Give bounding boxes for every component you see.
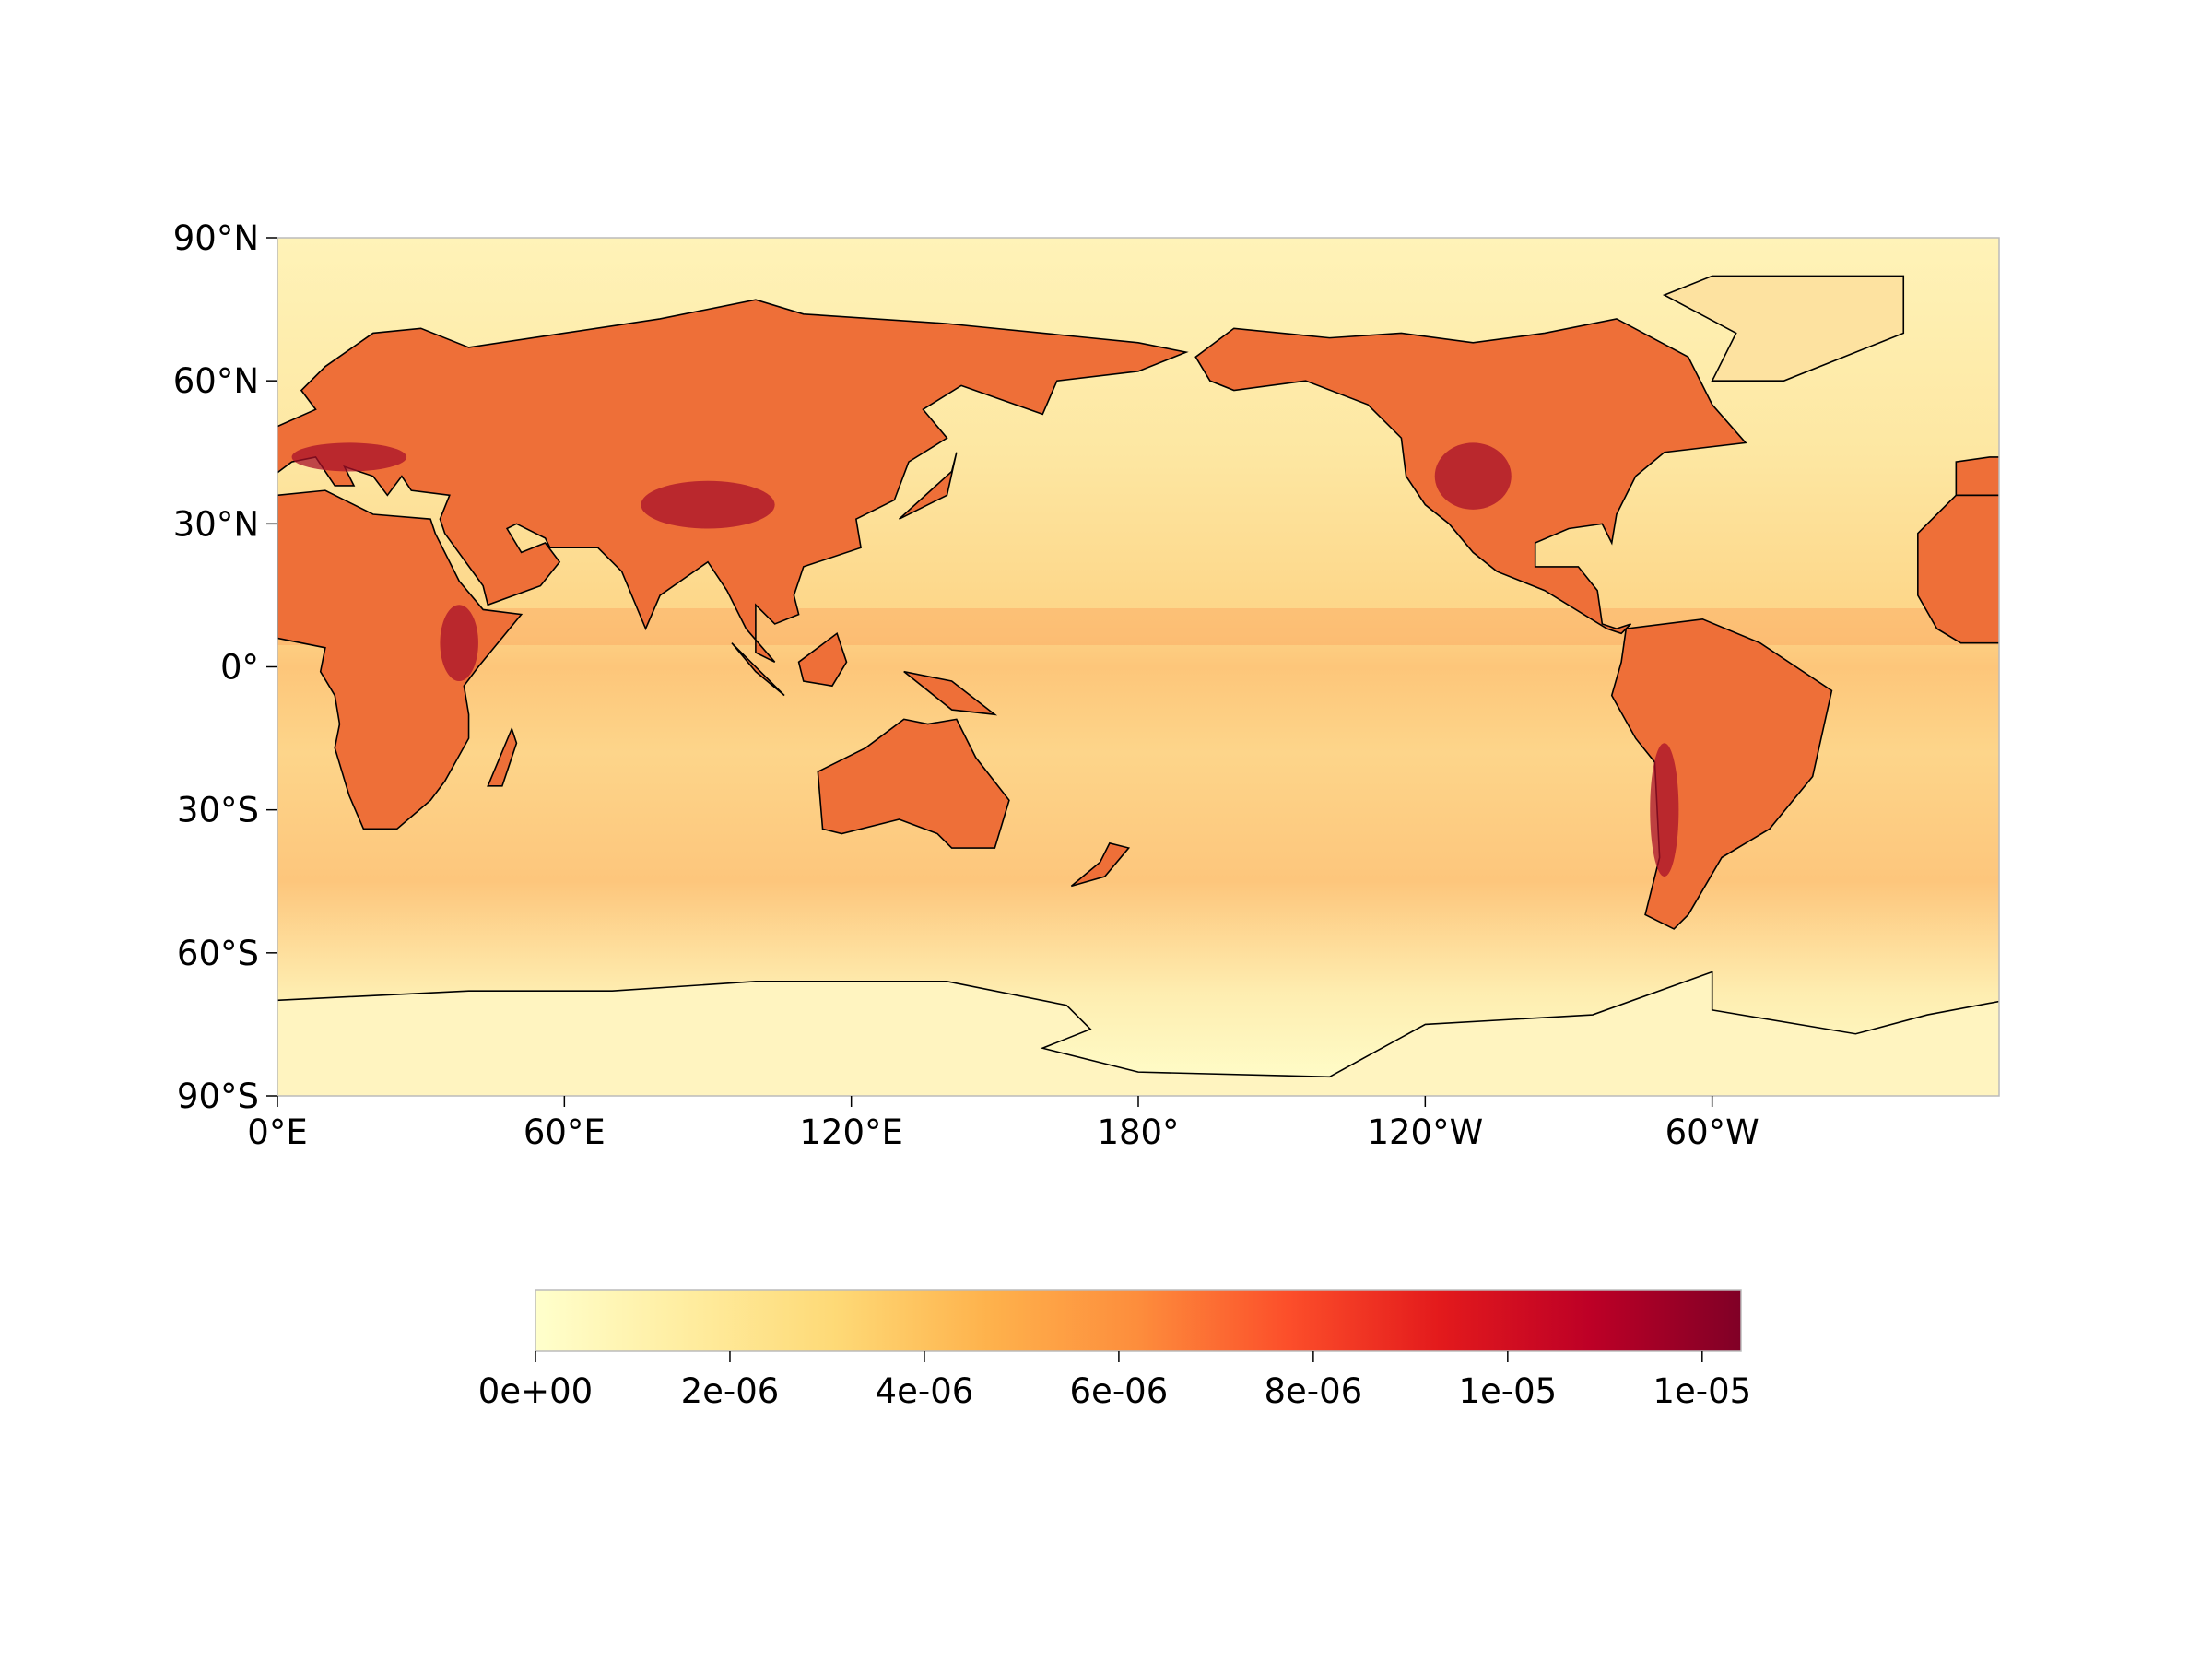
land <box>277 276 1999 1096</box>
x-tick-label: 180° <box>1097 1112 1179 1152</box>
x-tick-label: 120°W <box>1367 1112 1483 1152</box>
colorbar-tick-label: 0e+00 <box>478 1371 593 1411</box>
hotspot <box>1434 442 1512 510</box>
hotspot <box>291 442 407 472</box>
greenland <box>1665 276 1903 381</box>
hotspot <box>440 605 478 682</box>
borneo <box>799 633 847 686</box>
colorbar-tick-label: 2e-06 <box>681 1371 780 1411</box>
colorbar-tick-label: 1e-05 <box>1458 1371 1557 1411</box>
x-tick-label: 120°E <box>799 1112 903 1152</box>
new-zealand <box>1071 843 1128 887</box>
colorbar-tick-label: 6e-06 <box>1070 1371 1169 1411</box>
y-tick-label: 60°N <box>173 361 259 401</box>
eurasia <box>277 300 1186 662</box>
colorbar-tick-label: 8e-06 <box>1264 1371 1362 1411</box>
west-africa <box>1918 495 1999 642</box>
y-tick-label: 30°N <box>173 504 259 544</box>
y-tick-label: 90°S <box>177 1077 259 1116</box>
colorbar <box>535 1290 1741 1351</box>
colorbar-tick-label: 1e-05 <box>1653 1371 1751 1411</box>
y-tick-label: 0° <box>220 648 259 688</box>
australia <box>818 719 1009 848</box>
y-tick-label: 60°S <box>177 934 259 973</box>
hotspot <box>641 480 775 529</box>
iberia <box>1956 457 1999 495</box>
x-tick-label: 60°W <box>1665 1112 1759 1152</box>
y-tick-label: 30°S <box>177 791 259 830</box>
sumatra <box>732 643 784 696</box>
japan <box>900 453 957 519</box>
antarctica <box>277 972 1999 1096</box>
africa <box>277 490 522 829</box>
hotspot <box>1650 743 1679 877</box>
colorbar-tick-label: 4e-06 <box>876 1371 974 1411</box>
y-tick-label: 90°N <box>173 218 259 258</box>
new-guinea <box>904 672 995 715</box>
x-tick-label: 0°E <box>247 1112 307 1152</box>
madagascar <box>488 729 516 786</box>
map <box>277 238 1999 1096</box>
colorbar-frame <box>535 1289 1742 1352</box>
x-tick-label: 60°E <box>524 1112 606 1152</box>
